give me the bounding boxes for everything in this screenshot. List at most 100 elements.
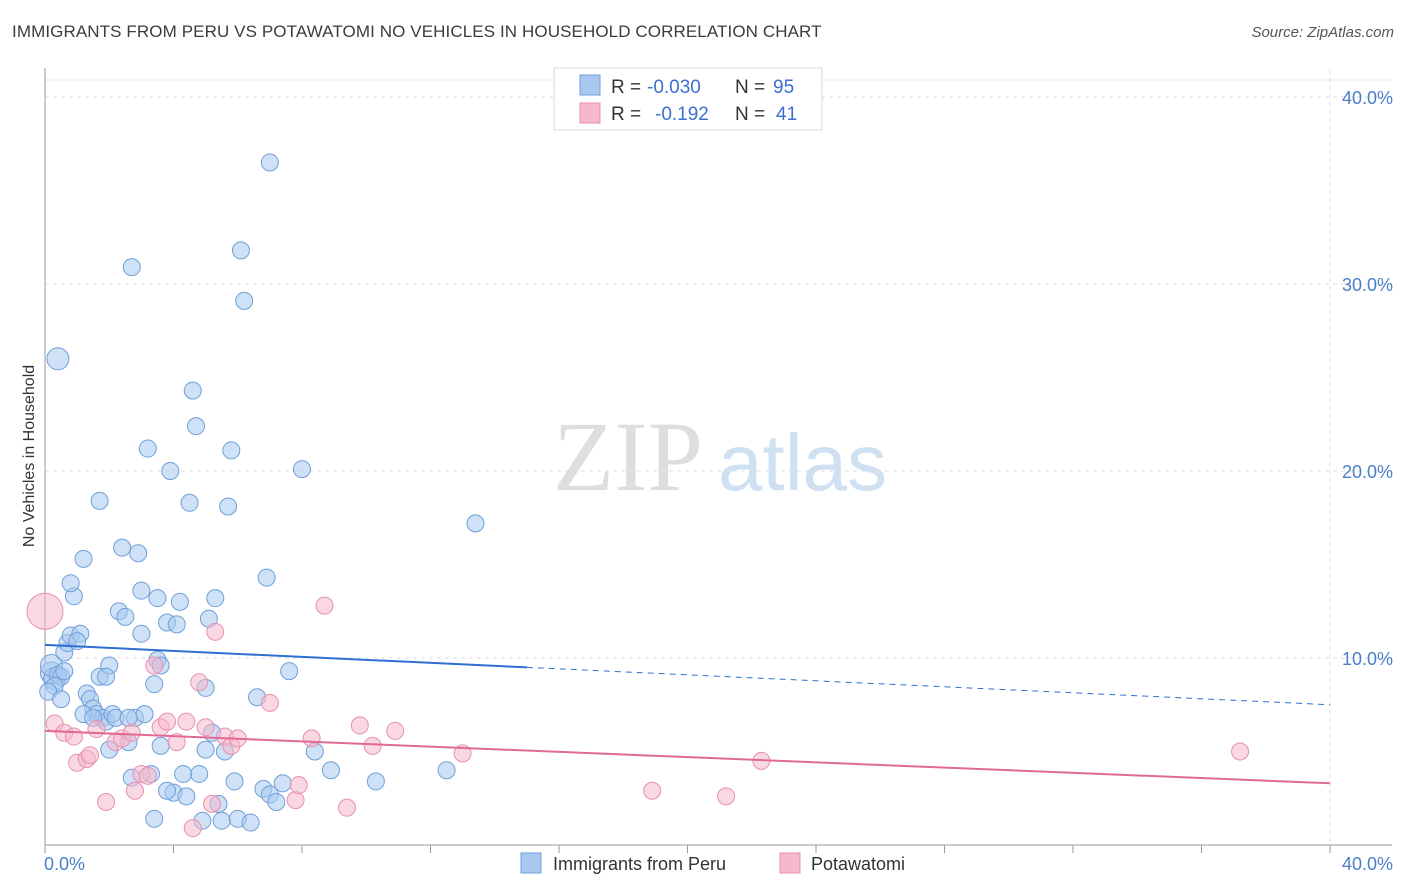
peru-point-47 — [174, 764, 193, 783]
peru-point-84 — [90, 491, 109, 510]
potawatomi-point-24 — [206, 622, 225, 641]
y-tick-label-40: 40.0% — [1342, 88, 1393, 108]
data-points — [26, 153, 1250, 838]
potawatomi-point-39 — [717, 787, 736, 806]
potawatomi-point-15 — [145, 656, 164, 675]
peru-point-75 — [273, 774, 292, 793]
y-tick-label-30: 30.0% — [1342, 275, 1393, 295]
peru-point-83 — [122, 258, 141, 277]
legend-n-value-1: 95 — [773, 77, 794, 98]
axes — [44, 68, 1392, 853]
peru-point-50 — [183, 381, 202, 400]
potawatomi-point-17 — [158, 712, 177, 731]
peru-point-49 — [180, 493, 199, 512]
peru-point-46 — [170, 592, 189, 611]
x-tick-label-min: 0.0% — [44, 854, 85, 874]
potawatomi-point-19 — [177, 712, 196, 731]
trend-line-peru — [44, 643, 527, 669]
peru-point-58 — [206, 589, 225, 608]
potawatomi-point-3 — [64, 727, 83, 746]
potawatomi-point-23 — [203, 794, 222, 813]
trend-lines — [44, 643, 1331, 785]
peru-point-72 — [260, 153, 279, 172]
peru-point-13 — [74, 549, 93, 568]
potawatomi-point-0 — [26, 592, 64, 630]
peru-point-28 — [116, 607, 135, 626]
potawatomi-point-22 — [196, 718, 215, 737]
peru-point-55 — [196, 740, 215, 759]
watermark-zip: ZIP — [553, 401, 703, 512]
peru-point-27 — [113, 538, 132, 557]
legend-r-value-2: -0.192 — [655, 104, 709, 125]
potawatomi-point-32 — [315, 596, 334, 615]
trend-line-peru-dashed — [526, 666, 1331, 706]
peru-point-43 — [161, 462, 180, 480]
bottom-legend-swatch-potawatomi — [779, 852, 801, 874]
legend-r-value-1: -0.030 — [647, 77, 701, 98]
peru-point-66 — [231, 241, 250, 260]
potawatomi-point-35 — [363, 736, 382, 755]
potawatomi-point-31 — [302, 729, 321, 748]
potawatomi-point-8 — [97, 792, 116, 811]
peru-point-91 — [119, 708, 138, 727]
y-axis-label: No Vehicles in Household — [21, 365, 38, 547]
bottom-legend-swatch-peru — [520, 852, 542, 874]
peru-point-79 — [321, 761, 340, 780]
series-potawatomi — [26, 592, 1250, 838]
potawatomi-point-14 — [138, 766, 157, 785]
chart-source: Source: ZipAtlas.com — [1251, 24, 1394, 41]
peru-point-12 — [61, 574, 80, 593]
peru-point-89 — [151, 736, 170, 755]
peru-point-77 — [293, 460, 311, 479]
peru-point-67 — [235, 291, 254, 310]
peru-point-60 — [212, 811, 231, 830]
legend-n-label-2: N = — [735, 104, 765, 125]
bottom-legend-label-peru: Immigrants from Peru — [553, 854, 726, 874]
series-peru — [39, 153, 485, 832]
peru-point-36 — [138, 439, 157, 458]
potawatomi-point-6 — [80, 746, 99, 765]
legend-r-label-1: R = — [611, 77, 641, 98]
peru-point-81 — [437, 761, 456, 780]
y-tick-label-10: 10.0% — [1342, 649, 1393, 669]
peru-point-40 — [148, 589, 167, 608]
legend-swatch-peru — [579, 74, 601, 96]
peru-point-45 — [167, 615, 186, 634]
potawatomi-point-30 — [289, 776, 308, 795]
peru-point-51 — [186, 417, 205, 436]
potawatomi-point-12 — [125, 781, 144, 800]
peru-point-76 — [280, 662, 299, 681]
potawatomi-point-20 — [183, 819, 202, 838]
potawatomi-point-28 — [260, 693, 279, 712]
peru-point-48 — [177, 787, 196, 806]
x-tick-label-max: 40.0% — [1342, 854, 1393, 874]
potawatomi-point-41 — [1231, 742, 1250, 761]
watermark: ZIP atlas — [553, 401, 887, 512]
potawatomi-point-34 — [350, 716, 369, 735]
peru-point-71 — [257, 568, 276, 587]
watermark-atlas: atlas — [718, 418, 887, 507]
peru-point-87 — [55, 662, 74, 681]
potawatomi-point-11 — [122, 723, 141, 742]
peru-point-63 — [222, 441, 241, 460]
peru-point-74 — [267, 792, 286, 811]
potawatomi-point-36 — [386, 721, 405, 740]
peru-point-85 — [52, 690, 71, 709]
legend-n-value-2: 41 — [776, 104, 797, 125]
peru-point-64 — [225, 772, 244, 791]
legend-r-label-2: R = — [611, 104, 641, 125]
peru-point-68 — [241, 813, 260, 832]
peru-point-80 — [366, 772, 385, 791]
potawatomi-point-38 — [643, 781, 662, 800]
potawatomi-point-33 — [337, 798, 356, 817]
peru-point-35 — [135, 705, 154, 724]
peru-point-94 — [145, 809, 164, 828]
grid-lines — [45, 70, 1392, 845]
peru-point-93 — [97, 667, 116, 686]
chart-title: IMMIGRANTS FROM PERU VS POTAWATOMI NO VE… — [12, 22, 822, 41]
peru-point-33 — [132, 624, 151, 643]
stats-legend: R = -0.030 N = 95 R = -0.192 N = 41 — [553, 67, 823, 131]
peru-point-82 — [466, 514, 485, 533]
potawatomi-point-7 — [87, 720, 106, 739]
